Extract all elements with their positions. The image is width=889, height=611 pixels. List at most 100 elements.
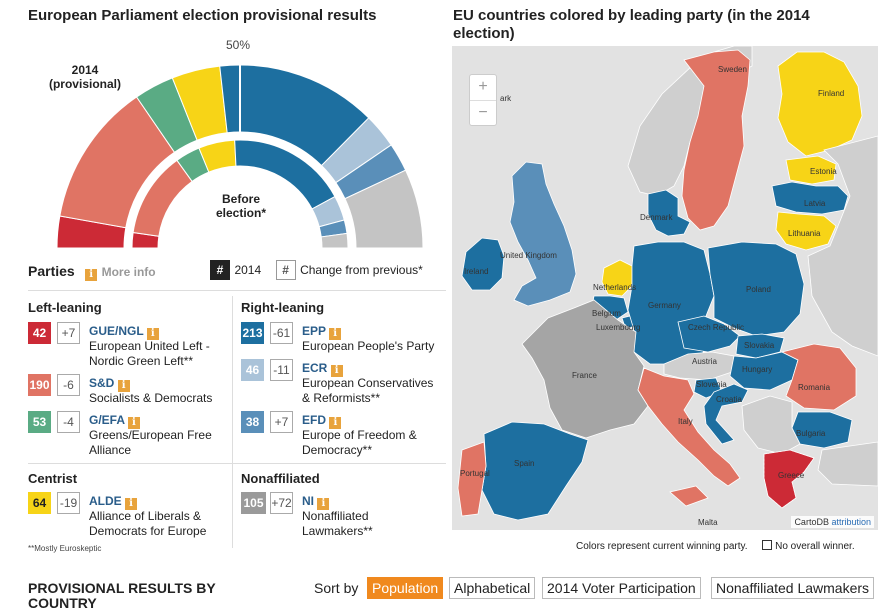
label-malta: Malta — [698, 518, 718, 527]
party-desc-line1: Alliance of Liberals & — [89, 509, 202, 523]
map-czech[interactable] — [677, 315, 741, 353]
party-abbr-text: G/EFA — [89, 413, 125, 427]
group-nonaffiliated: Nonaffiliated — [241, 471, 320, 486]
inner-segment-ni[interactable] — [320, 232, 349, 249]
group-left-leaning: Left-leaning — [28, 300, 102, 315]
party-ecr[interactable]: 46 -11 ECR i European Conservatives & Ref… — [241, 359, 451, 405]
party-desc-line1: European Conservatives — [302, 376, 434, 390]
info-icon[interactable]: i — [146, 328, 159, 340]
legend-note: Colors represent current winning party. — [576, 541, 748, 552]
party-epp[interactable]: 213 -61 EPP i European People's Party — [241, 322, 451, 368]
info-icon[interactable]: i — [117, 380, 130, 392]
map-netherlands[interactable] — [601, 259, 633, 297]
eu-map[interactable]: Sweden Finland Estonia Latvia Lithuania … — [452, 46, 878, 530]
info-icon[interactable]: i — [127, 417, 140, 429]
party-desc-line2: Nordic Green Left** — [89, 354, 194, 368]
label-hungary: Hungary — [742, 365, 772, 374]
map-france[interactable] — [521, 299, 649, 439]
party-abbr: ECR i — [302, 361, 343, 377]
sort-voter-participation-button[interactable]: 2014 Voter Participation — [542, 577, 701, 599]
party-s-d[interactable]: 190 -6 S&D i Socialists & Democrats — [28, 374, 238, 420]
seat-change: -11 — [270, 359, 293, 381]
zoom-in-button[interactable]: + — [478, 78, 488, 95]
map-croatia[interactable] — [703, 383, 749, 445]
map-finland[interactable] — [777, 51, 863, 157]
label-belgium: Belgium — [592, 309, 621, 318]
outer-segment-ni[interactable] — [344, 169, 424, 249]
footnote: **Mostly Euroskeptic — [28, 544, 102, 553]
info-icon[interactable]: i — [85, 269, 98, 281]
map-lithuania[interactable] — [775, 211, 837, 251]
map-canvas[interactable]: Sweden Finland Estonia Latvia Lithuania … — [452, 46, 878, 530]
info-icon[interactable]: i — [330, 365, 343, 377]
party-abbr-text: ECR — [302, 361, 328, 375]
sort-alphabetical-button[interactable]: Alphabetical — [449, 577, 536, 599]
party-alde[interactable]: 64 -19 ALDE i Alliance of Liberals & Demo… — [28, 492, 238, 538]
label-poland: Poland — [746, 285, 771, 294]
label-france: France — [572, 371, 597, 380]
map-sweden[interactable] — [681, 49, 751, 231]
label-2014-year: 2014 — [71, 63, 99, 77]
country-results-title-1: PROVISIONAL RESULTS BY — [28, 580, 216, 596]
legend-key: # 2014 # Change from previous* — [210, 260, 423, 280]
label-latvia: Latvia — [804, 199, 826, 208]
map-slovakia[interactable] — [735, 333, 785, 359]
label-denmark: Denmark — [640, 213, 673, 222]
label-finland: Finland — [818, 89, 844, 98]
party-gue-ngl[interactable]: 42 +7 GUE/NGL i European United Left - No… — [28, 322, 238, 368]
sort-nonaffiliated-button[interactable]: Nonaffiliated Lawmakers — [711, 577, 875, 599]
label-slovenia: Slovenia — [696, 380, 727, 389]
label-germany: Germany — [648, 301, 681, 310]
party-desc: European Conservatives & Reformists** — [302, 376, 452, 406]
label-before-2: election* — [215, 206, 266, 220]
key-change-box: # — [275, 260, 296, 280]
info-icon[interactable]: i — [329, 417, 342, 429]
party-desc-line1: Greens/European Free — [89, 428, 212, 442]
hemicycle-before-label: Before election* — [196, 192, 286, 220]
divider-groups — [28, 463, 446, 464]
attribution-prefix: CartoDB — [794, 517, 829, 527]
map-uk[interactable] — [509, 161, 577, 307]
party-efd[interactable]: 38 +7 EFD i Europe of Freedom & Democracy… — [241, 411, 451, 457]
map-spain[interactable] — [481, 421, 589, 521]
map-estonia[interactable] — [785, 155, 837, 185]
label-italy: Italy — [678, 417, 693, 426]
zoom-control: + − — [469, 74, 497, 126]
map-latvia[interactable] — [771, 181, 849, 215]
map-romania[interactable] — [780, 343, 857, 411]
party-ni[interactable]: 105 +72 NI i Nonaffiliated Lawmakers** — [241, 492, 451, 538]
map-portugal[interactable] — [457, 441, 487, 517]
group-right-leaning: Right-leaning — [241, 300, 325, 315]
info-icon[interactable]: i — [317, 498, 330, 510]
map-turkey — [817, 441, 878, 487]
label-lithuania: Lithuania — [788, 229, 821, 238]
map-legend: Colors represent current winning party. … — [576, 540, 855, 552]
info-icon[interactable]: i — [125, 498, 138, 510]
info-icon[interactable]: i — [329, 328, 342, 340]
country-results-title-2: COUNTRY — [28, 595, 97, 611]
label-estonia: Estonia — [810, 167, 837, 176]
map-ireland[interactable] — [461, 237, 505, 291]
map-poland[interactable] — [707, 241, 805, 337]
seat-count: 38 — [241, 411, 264, 433]
more-info-link[interactable]: More info — [101, 265, 156, 279]
label-before-1: Before — [221, 192, 260, 206]
map-denmark[interactable] — [647, 189, 691, 237]
label-bulgaria: Bulgaria — [796, 429, 826, 438]
seat-change: +7 — [57, 322, 80, 344]
map-attribution: CartoDB attribution — [791, 516, 874, 528]
party-abbr-text: EFD — [302, 413, 326, 427]
zoom-out-button[interactable]: − — [478, 104, 488, 121]
label-luxembourg: Luxembourg — [596, 323, 640, 332]
label-slovakia: Slovakia — [744, 341, 775, 350]
map-title: EU countries colored by leading party (i… — [453, 7, 810, 42]
party-g-efa[interactable]: 53 -4 G/EFA i Greens/European Free Allian… — [28, 411, 238, 457]
map-italy[interactable] — [637, 367, 741, 507]
sort-population-button[interactable]: Population — [367, 577, 444, 599]
party-desc-line1: Socialists & Democrats — [89, 391, 213, 405]
party-abbr-text: ALDE — [89, 494, 122, 508]
party-abbr: EPP i — [302, 324, 342, 340]
party-abbr: EFD i — [302, 413, 342, 429]
majority-label: 50% — [226, 38, 251, 52]
attribution-link[interactable]: attribution — [831, 517, 871, 527]
